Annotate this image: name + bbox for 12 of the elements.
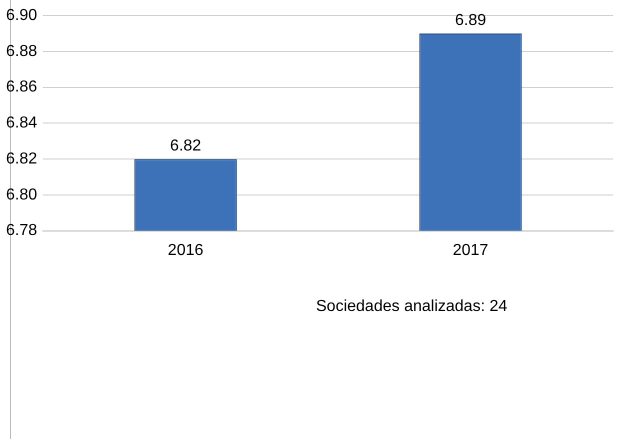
y-tick-label: 6.86 [6,78,38,96]
y-tick-label: 6.90 [6,7,38,24]
data-label: 6.82 [170,137,202,154]
y-tick-label: 6.80 [6,186,38,204]
y-tick-label: 6.88 [6,42,38,60]
x-tick-label: 2017 [452,242,488,259]
y-tick-label: 6.84 [6,114,38,132]
text: Sociedades analizadas: 24 [316,298,508,316]
y-tick-label: 6.78 [6,222,38,240]
x-tick-label: 2016 [168,242,204,259]
data-label: 6.89 [454,12,486,29]
y-tick-label: 6.82 [6,150,38,168]
